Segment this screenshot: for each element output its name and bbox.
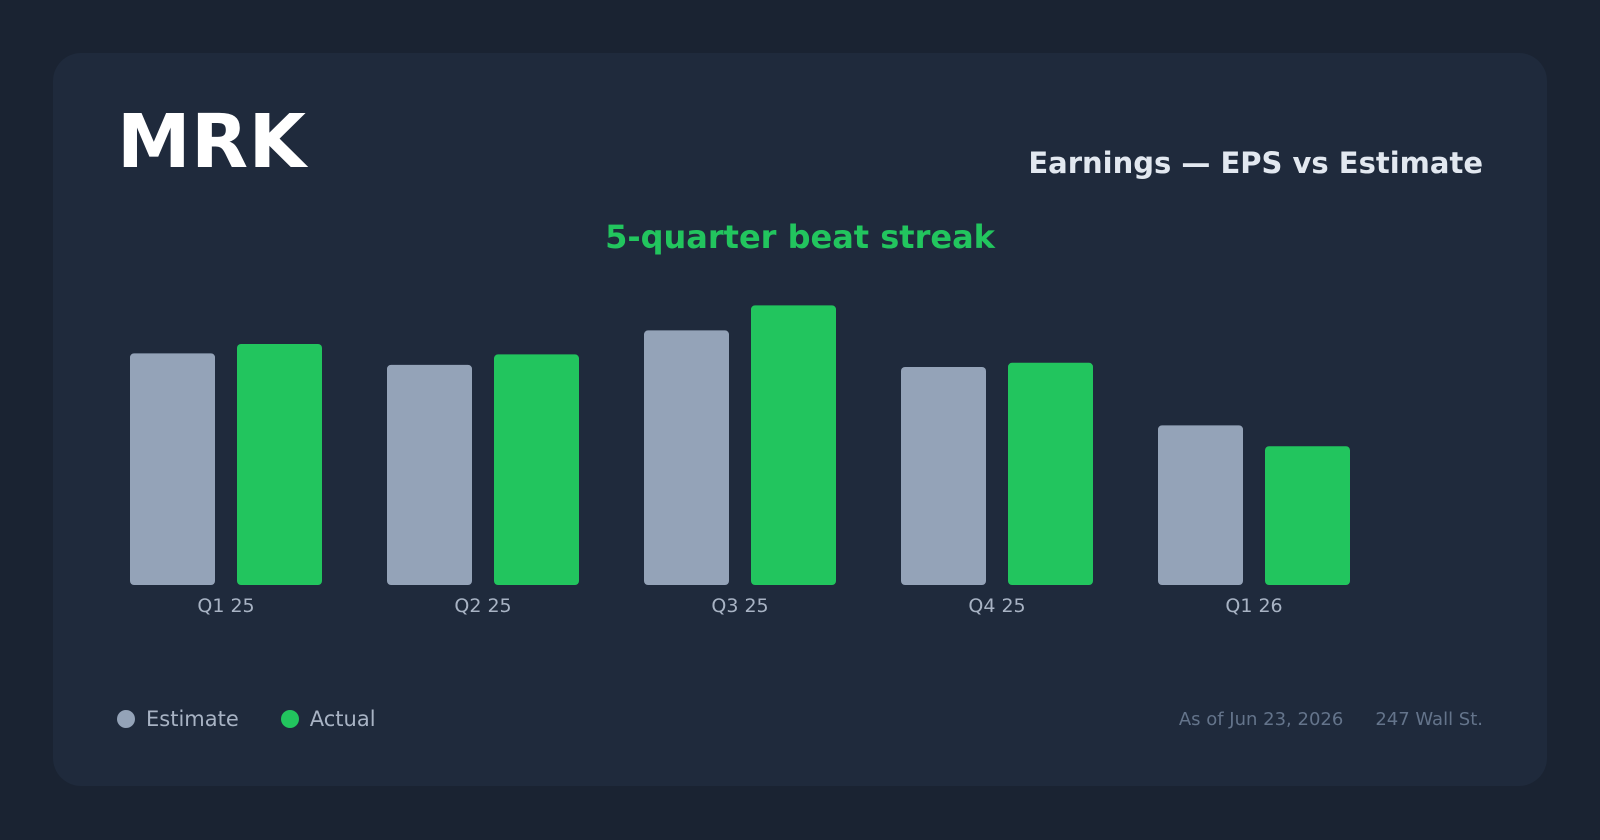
x-tick-label: Q4 25 (968, 595, 1025, 617)
as-of-date: As of Jun 23, 2026 (1178, 709, 1344, 730)
legend-item-actual: Actual (280, 707, 376, 731)
legend-label-actual: Actual (309, 707, 376, 731)
bar-actual-q4-25 (1008, 362, 1093, 585)
legend-item-estimate: Estimate (117, 707, 239, 731)
chart-footer: As of Jun 23, 2026 247 Wall St. (1179, 709, 1483, 730)
chart-subtitle: 5-quarter beat streak (605, 218, 995, 256)
bar-estimate-q1-25 (130, 353, 215, 585)
chart-headline: Earnings — EPS vs Estimate (1028, 146, 1483, 180)
bar-estimate-q1-26 (1158, 425, 1243, 585)
bar-actual-q3-25 (751, 305, 836, 585)
source-credit: 247 Wall St. (1375, 709, 1483, 730)
x-tick-label: Q2 25 (454, 595, 511, 617)
bar-estimate-q4-25 (901, 366, 986, 585)
legend-swatch-actual (280, 710, 299, 728)
chart-card: MRK Earnings — EPS vs Estimate 5-quarter… (53, 53, 1547, 786)
x-tick-label: Q3 25 (711, 595, 768, 617)
ticker-symbol: MRK (117, 99, 307, 185)
chart-legend: Estimate Actual (117, 707, 418, 731)
x-tick-label: Q1 26 (1225, 595, 1282, 617)
bar-actual-q1-26 (1265, 446, 1350, 585)
legend-label-estimate: Estimate (146, 707, 239, 731)
legend-swatch-estimate (117, 710, 135, 728)
bar-chart: Q1 25 Q2 25 Q3 25 Q4 25 Q1 26 (130, 305, 1350, 617)
bar-actual-q2-25 (494, 354, 579, 585)
x-tick-label: Q1 25 (197, 595, 254, 617)
bar-estimate-q3-25 (644, 330, 729, 585)
bar-estimate-q2-25 (387, 364, 472, 585)
bar-actual-q1-25 (237, 343, 322, 585)
